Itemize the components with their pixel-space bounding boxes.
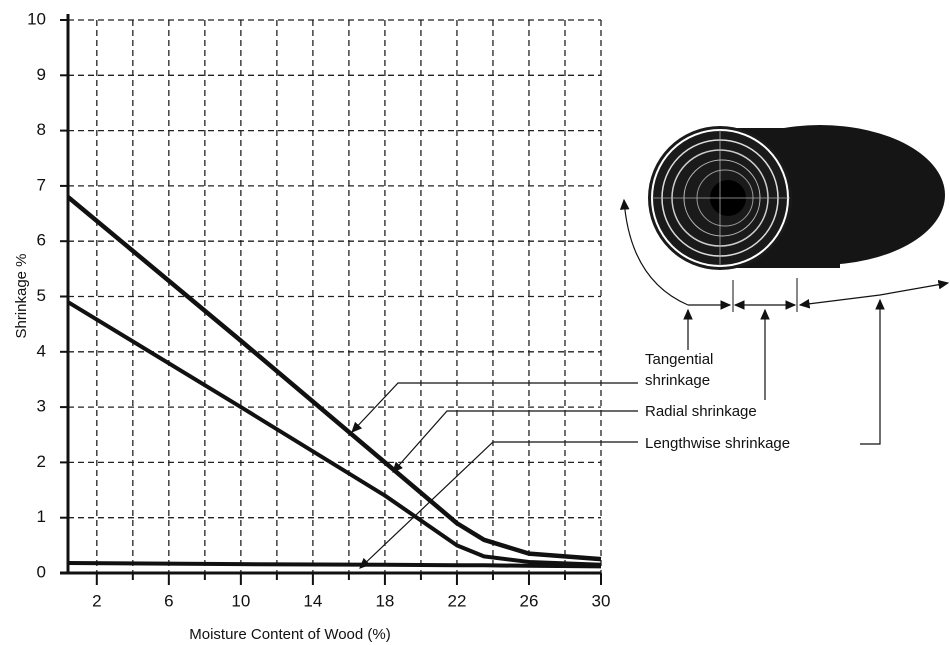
y-tick-label: 4: [37, 341, 46, 360]
x-tick-label: 22: [447, 591, 466, 610]
series-line: [66, 300, 602, 567]
annotation: Radial shrinkage: [645, 403, 757, 420]
x-tick-label: 26: [520, 591, 539, 610]
leader-lines: [351, 382, 638, 569]
annotation: Tangential: [645, 351, 713, 368]
x-tick-label: 6: [164, 591, 173, 610]
y-tick-label: 10: [27, 9, 46, 28]
series-line: [67, 561, 602, 569]
annotation: shrinkage: [645, 372, 710, 389]
y-tick-label: 6: [37, 231, 46, 250]
y-tick-label: 1: [37, 507, 46, 526]
x-tick-label: 10: [231, 591, 250, 610]
log-illustration: [619, 125, 950, 445]
y-tick-label: 3: [37, 397, 46, 416]
y-tick-label: 2: [37, 452, 46, 471]
y-axis-label: Shrinkage %: [13, 253, 30, 338]
y-tick-label: 5: [37, 286, 46, 305]
annotation: Lengthwise shrinkage: [645, 435, 790, 452]
x-tick-label: 30: [592, 591, 611, 610]
x-tick-label: 14: [303, 591, 322, 610]
y-tick-label: 0: [37, 562, 46, 581]
y-tick-label: 9: [37, 65, 46, 84]
x-tick-label: 18: [375, 591, 394, 610]
y-tick-label: 8: [37, 120, 46, 139]
x-tick-label: 2: [92, 591, 101, 610]
x-axis-label: Moisture Content of Wood (%): [189, 626, 390, 643]
y-tick-label: 7: [37, 175, 46, 194]
series-line: [66, 195, 602, 562]
